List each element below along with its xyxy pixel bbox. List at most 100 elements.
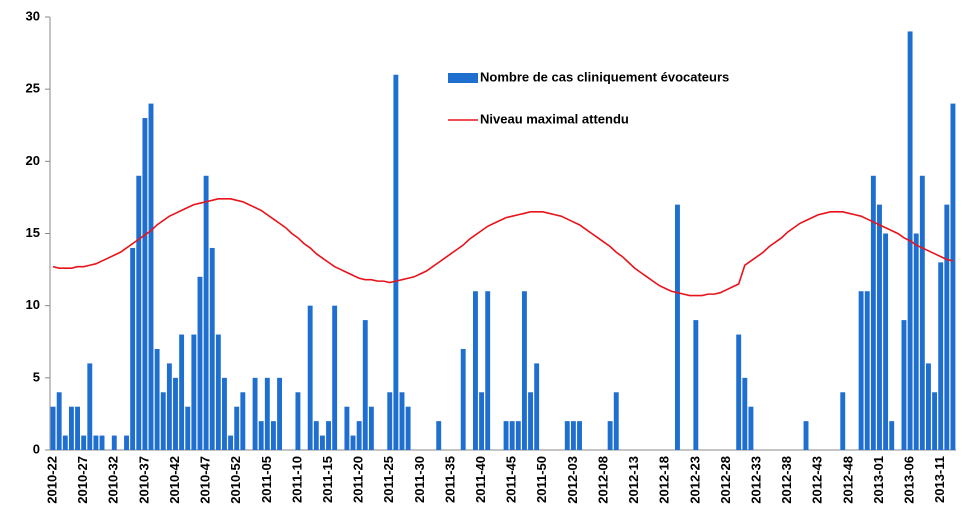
bar (277, 377, 283, 450)
x-tick-label: 2012-43 (810, 456, 825, 504)
bar (124, 435, 129, 450)
x-tick-label: 2012-38 (779, 456, 794, 504)
bar (173, 377, 178, 450)
y-tick-label: 15 (26, 225, 40, 240)
bar (938, 262, 944, 450)
bar (81, 435, 87, 450)
bar (185, 406, 191, 450)
x-tick-label: 2010-32 (106, 456, 121, 504)
bar (252, 377, 258, 450)
bar (564, 421, 570, 450)
bar (613, 392, 619, 450)
bar (154, 348, 160, 450)
bar (570, 421, 576, 450)
bar (515, 421, 521, 450)
bar (509, 421, 515, 450)
bar (926, 363, 931, 450)
x-tick-label: 2012-48 (840, 456, 855, 504)
bar (870, 175, 876, 450)
x-tick-label: 2010-27 (75, 456, 90, 504)
x-tick-label: 2010-22 (44, 456, 59, 504)
x-tick-label: 2013-06 (902, 456, 917, 504)
bar (136, 175, 142, 450)
bar (148, 103, 154, 450)
x-tick-label: 2010-42 (167, 456, 182, 504)
bar (393, 74, 399, 450)
bar (344, 406, 350, 450)
bar (889, 421, 895, 450)
bar (803, 421, 809, 450)
y-tick-label: 5 (33, 369, 40, 384)
x-tick-label: 2011-45 (504, 456, 519, 503)
bar (87, 363, 93, 450)
legend-label: Niveau maximal attendu (480, 111, 629, 126)
y-tick-label: 25 (26, 81, 40, 96)
x-tick-label: 2012-23 (687, 456, 702, 504)
bar (142, 118, 148, 451)
bar (166, 363, 172, 450)
bar (240, 392, 246, 450)
bar (332, 305, 338, 450)
bar (913, 233, 919, 450)
bar (228, 435, 234, 450)
x-tick-label: 2012-08 (595, 456, 610, 504)
bar (50, 406, 56, 450)
x-tick-label: 2011-25 (381, 456, 396, 503)
bar (99, 435, 105, 450)
y-tick-label: 10 (26, 297, 40, 312)
bar (840, 392, 846, 450)
bar (919, 175, 925, 450)
bar (901, 320, 907, 450)
x-tick-label: 2013-01 (871, 456, 886, 504)
bar (877, 204, 882, 450)
bar (503, 421, 509, 450)
bar (234, 406, 240, 450)
bar (130, 247, 136, 450)
bar (521, 291, 527, 450)
bar (191, 334, 197, 450)
bar (350, 435, 356, 450)
bar (368, 406, 374, 450)
x-tick-label: 2011-20 (351, 456, 366, 503)
x-tick-label: 2012-18 (657, 456, 672, 504)
y-tick-label: 0 (33, 441, 40, 456)
bar (313, 421, 319, 450)
bar (405, 406, 411, 450)
bar (307, 305, 313, 450)
x-tick-label: 2012-33 (748, 456, 763, 504)
bar (944, 204, 950, 450)
bar (75, 406, 80, 450)
x-tick-label: 2011-10 (289, 456, 304, 503)
x-tick-label: 2012-13 (626, 456, 641, 504)
x-tick-label: 2010-52 (228, 456, 243, 504)
bar (736, 334, 742, 450)
bar (209, 247, 215, 450)
bar (473, 291, 478, 450)
bar (748, 406, 754, 450)
bar (197, 276, 203, 450)
bar (577, 421, 582, 450)
bar (270, 421, 276, 450)
bar (222, 377, 227, 450)
bar (399, 392, 405, 450)
x-tick-label: 2011-05 (259, 456, 274, 503)
x-tick-label: 2011-35 (442, 456, 457, 503)
bar (319, 435, 325, 450)
bar (607, 421, 613, 450)
x-tick-label: 2012-03 (565, 456, 580, 504)
bar (56, 392, 62, 450)
x-tick-label: 2011-50 (534, 456, 549, 503)
x-tick-label: 2011-30 (412, 456, 427, 503)
y-tick-label: 30 (26, 8, 40, 23)
x-tick-label: 2013-11 (932, 456, 947, 503)
bar (534, 363, 540, 450)
bar (62, 435, 68, 450)
bar (387, 392, 393, 450)
bar (295, 392, 301, 450)
legend-label: Nombre de cas cliniquement évocateurs (480, 69, 729, 84)
x-tick-label: 2010-37 (136, 456, 151, 504)
bar (485, 291, 491, 450)
line (52, 198, 954, 297)
bar (675, 204, 680, 450)
